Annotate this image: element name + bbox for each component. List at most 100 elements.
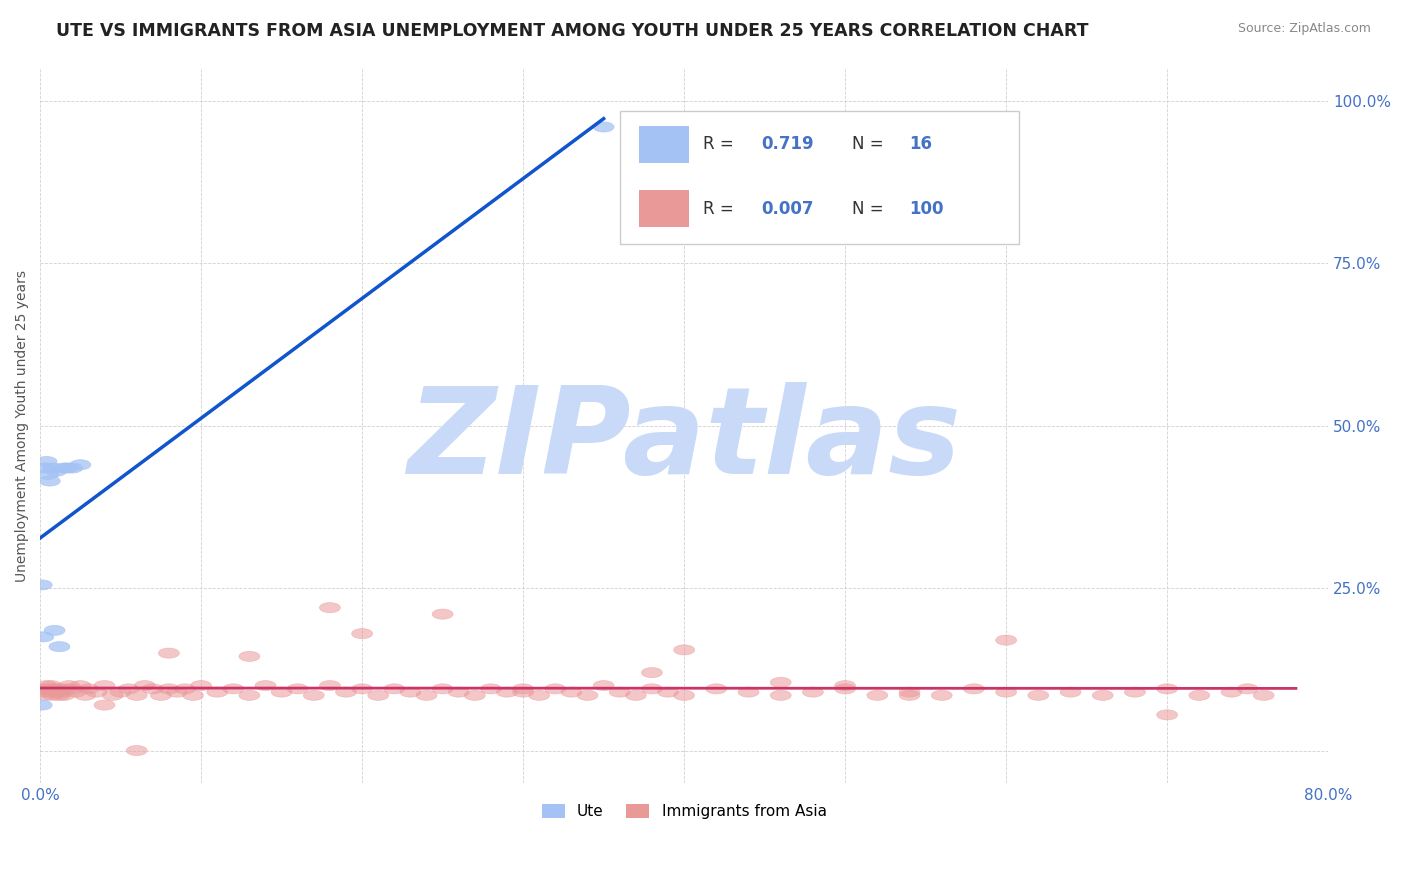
Ellipse shape xyxy=(1157,684,1178,694)
Ellipse shape xyxy=(166,687,187,698)
Ellipse shape xyxy=(48,687,69,698)
Ellipse shape xyxy=(803,687,824,698)
Text: 100: 100 xyxy=(910,200,943,218)
Ellipse shape xyxy=(576,690,598,700)
Ellipse shape xyxy=(39,476,60,486)
Ellipse shape xyxy=(384,684,405,694)
Ellipse shape xyxy=(368,690,388,700)
Ellipse shape xyxy=(150,690,172,700)
Ellipse shape xyxy=(52,687,73,698)
Ellipse shape xyxy=(37,681,58,690)
Ellipse shape xyxy=(62,463,83,473)
Y-axis label: Unemployment Among Youth under 25 years: Unemployment Among Youth under 25 years xyxy=(15,269,30,582)
Ellipse shape xyxy=(513,687,534,698)
Ellipse shape xyxy=(239,690,260,700)
Ellipse shape xyxy=(1220,687,1241,698)
Ellipse shape xyxy=(183,690,204,700)
Ellipse shape xyxy=(352,684,373,694)
Ellipse shape xyxy=(609,687,630,698)
Ellipse shape xyxy=(319,603,340,613)
Ellipse shape xyxy=(835,681,856,690)
Ellipse shape xyxy=(868,690,887,700)
Ellipse shape xyxy=(62,684,83,694)
Ellipse shape xyxy=(239,651,260,662)
Ellipse shape xyxy=(142,684,163,694)
Ellipse shape xyxy=(271,687,292,698)
Ellipse shape xyxy=(94,681,115,690)
Ellipse shape xyxy=(1157,710,1178,720)
Ellipse shape xyxy=(641,667,662,678)
FancyBboxPatch shape xyxy=(640,126,689,163)
Ellipse shape xyxy=(995,687,1017,698)
Text: 0.007: 0.007 xyxy=(762,200,814,218)
Ellipse shape xyxy=(593,122,614,132)
Ellipse shape xyxy=(110,687,131,698)
Ellipse shape xyxy=(593,681,614,690)
Ellipse shape xyxy=(673,690,695,700)
Ellipse shape xyxy=(546,684,565,694)
Ellipse shape xyxy=(32,687,53,698)
Ellipse shape xyxy=(94,700,115,710)
Ellipse shape xyxy=(399,687,420,698)
Ellipse shape xyxy=(432,609,453,619)
Ellipse shape xyxy=(1237,684,1258,694)
Ellipse shape xyxy=(287,684,308,694)
Ellipse shape xyxy=(49,641,70,652)
Ellipse shape xyxy=(44,684,65,694)
Ellipse shape xyxy=(898,687,920,698)
Ellipse shape xyxy=(513,684,534,694)
Ellipse shape xyxy=(658,687,679,698)
Ellipse shape xyxy=(42,690,63,700)
Ellipse shape xyxy=(38,469,59,480)
Ellipse shape xyxy=(963,684,984,694)
Ellipse shape xyxy=(46,684,66,694)
Ellipse shape xyxy=(44,625,65,635)
FancyBboxPatch shape xyxy=(620,112,1019,244)
Ellipse shape xyxy=(1092,690,1114,700)
Ellipse shape xyxy=(53,690,75,700)
Ellipse shape xyxy=(529,690,550,700)
Ellipse shape xyxy=(159,684,180,694)
Ellipse shape xyxy=(496,687,517,698)
Ellipse shape xyxy=(42,463,63,473)
Ellipse shape xyxy=(449,687,470,698)
Ellipse shape xyxy=(336,687,357,698)
FancyBboxPatch shape xyxy=(640,190,689,227)
Text: R =: R = xyxy=(703,135,740,153)
Ellipse shape xyxy=(65,687,86,698)
Ellipse shape xyxy=(254,681,276,690)
Ellipse shape xyxy=(995,635,1017,645)
Ellipse shape xyxy=(32,632,53,642)
Ellipse shape xyxy=(770,677,792,688)
Text: N =: N = xyxy=(852,200,889,218)
Ellipse shape xyxy=(118,684,139,694)
Ellipse shape xyxy=(49,690,70,700)
Legend: Ute, Immigrants from Asia: Ute, Immigrants from Asia xyxy=(536,798,832,825)
Ellipse shape xyxy=(770,690,792,700)
Ellipse shape xyxy=(481,684,502,694)
Ellipse shape xyxy=(673,645,695,655)
Ellipse shape xyxy=(37,457,58,467)
Text: R =: R = xyxy=(703,200,740,218)
Ellipse shape xyxy=(561,687,582,698)
Ellipse shape xyxy=(738,687,759,698)
Ellipse shape xyxy=(835,684,856,694)
Ellipse shape xyxy=(1060,687,1081,698)
Ellipse shape xyxy=(319,681,340,690)
Ellipse shape xyxy=(191,681,211,690)
Ellipse shape xyxy=(53,463,75,473)
Ellipse shape xyxy=(1028,690,1049,700)
Ellipse shape xyxy=(931,690,952,700)
Ellipse shape xyxy=(35,463,55,473)
Ellipse shape xyxy=(38,684,59,694)
Ellipse shape xyxy=(304,690,325,700)
Ellipse shape xyxy=(31,684,52,694)
Ellipse shape xyxy=(86,687,107,698)
Ellipse shape xyxy=(51,684,72,694)
Ellipse shape xyxy=(898,690,920,700)
Ellipse shape xyxy=(641,684,662,694)
Ellipse shape xyxy=(70,459,91,470)
Ellipse shape xyxy=(207,687,228,698)
Ellipse shape xyxy=(432,684,453,694)
Ellipse shape xyxy=(75,690,96,700)
